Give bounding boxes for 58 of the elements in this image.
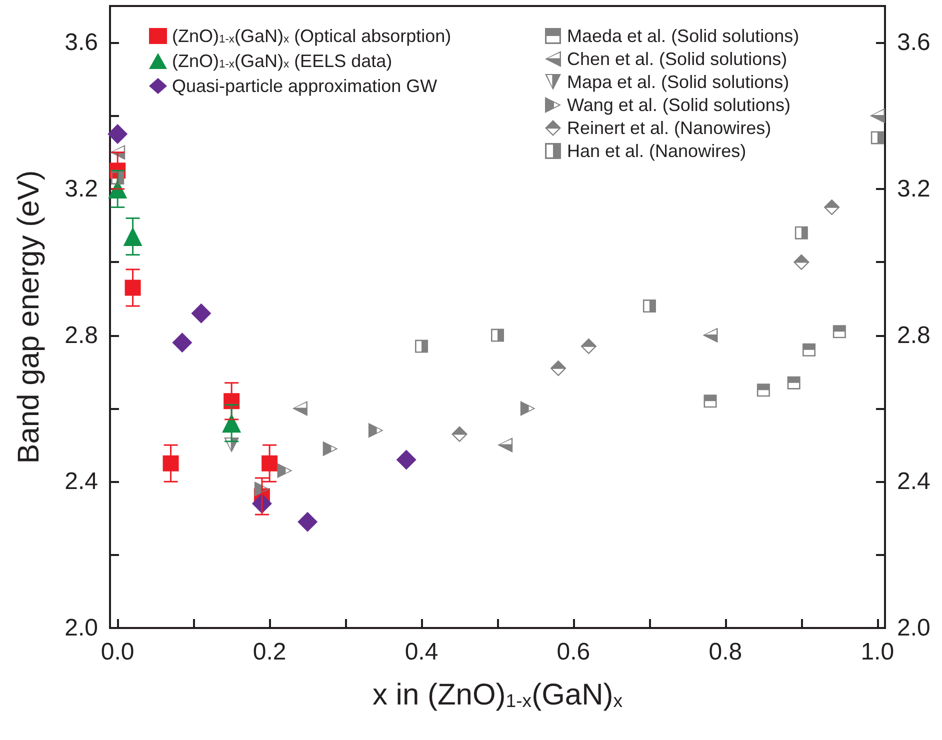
y2-tick-label: 3.2 bbox=[897, 175, 930, 202]
point bbox=[124, 280, 141, 296]
point bbox=[262, 455, 278, 472]
x-tick-label: 1.0 bbox=[860, 638, 894, 666]
point bbox=[870, 108, 885, 124]
point bbox=[498, 438, 513, 453]
point bbox=[794, 226, 808, 240]
point bbox=[642, 300, 656, 313]
x-axis-title: x in (ZnO)1-x(GaN)x bbox=[372, 678, 624, 712]
y-tick-label: 3.6 bbox=[64, 29, 98, 56]
x-tick-label: 0.8 bbox=[708, 638, 742, 666]
y-axis-title: Band gap energy (eV) bbox=[12, 170, 46, 464]
y-tick-label: 2.8 bbox=[64, 322, 98, 349]
y2-tick-label: 2.0 bbox=[897, 614, 930, 642]
legend-label: (ZnO)1-x(GaN)x (Optical absorption) bbox=[172, 26, 452, 46]
point bbox=[580, 338, 597, 354]
y2-tick-label: 3.6 bbox=[897, 29, 930, 56]
legend-label: Mapa et al. (Solid solutions) bbox=[567, 72, 790, 92]
point bbox=[702, 328, 718, 343]
x-tick-label: 0.6 bbox=[556, 638, 590, 666]
x-tick-label: 0.4 bbox=[404, 638, 438, 666]
point bbox=[704, 394, 717, 408]
point bbox=[172, 332, 192, 353]
point bbox=[452, 426, 468, 442]
x-tick-label: 0.0 bbox=[100, 638, 134, 666]
point bbox=[162, 455, 179, 472]
point bbox=[870, 131, 884, 144]
point bbox=[520, 400, 536, 416]
point bbox=[756, 384, 770, 397]
y-tick-label: 3.2 bbox=[64, 175, 98, 202]
point bbox=[415, 340, 428, 353]
point bbox=[322, 441, 338, 456]
y-tick-label: 2.4 bbox=[64, 468, 98, 496]
point bbox=[793, 254, 810, 270]
legend-label: Quasi-particle approximation GW bbox=[172, 76, 438, 96]
y2-tick-label: 2.4 bbox=[897, 468, 930, 496]
point bbox=[191, 303, 212, 324]
point bbox=[832, 325, 846, 338]
point bbox=[108, 124, 128, 144]
point bbox=[292, 400, 308, 416]
point bbox=[368, 422, 384, 438]
point bbox=[277, 463, 292, 478]
legend-label: Han et al. (Nanowires) bbox=[567, 141, 746, 161]
y-tick-label: 2.0 bbox=[64, 614, 98, 642]
point bbox=[396, 450, 416, 470]
legend-label: Wang et al. (Solid solutions) bbox=[567, 95, 790, 115]
point bbox=[550, 360, 566, 376]
legend-label: Reinert et al. (Nanowires) bbox=[567, 118, 772, 138]
legend-label: (ZnO)1-x(GaN)x (EELS data) bbox=[172, 51, 392, 71]
point bbox=[787, 376, 800, 390]
point bbox=[824, 199, 840, 216]
legend-label: Chen et al. (Solid solutions) bbox=[567, 49, 788, 69]
x-tick-label: 0.2 bbox=[252, 638, 286, 666]
legend-label: Maeda et al. (Solid solutions) bbox=[567, 26, 800, 46]
point bbox=[298, 512, 318, 532]
point bbox=[802, 343, 816, 356]
y2-tick-label: 2.8 bbox=[897, 322, 930, 349]
point bbox=[491, 328, 504, 342]
